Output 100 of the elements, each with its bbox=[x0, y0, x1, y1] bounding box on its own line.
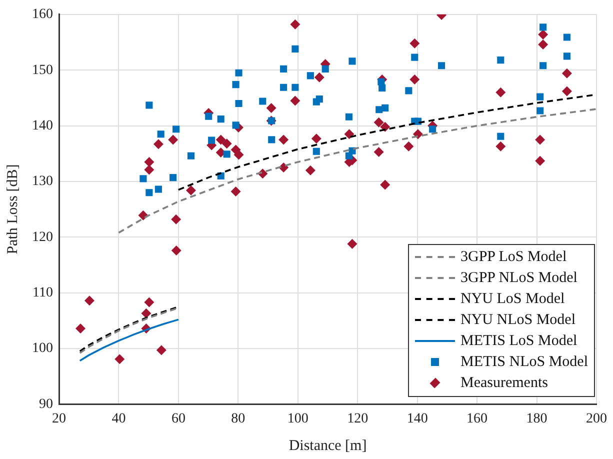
legend-label: NYU LoS Model bbox=[460, 290, 565, 307]
point bbox=[380, 122, 390, 132]
point bbox=[380, 180, 390, 190]
point bbox=[322, 65, 329, 73]
point bbox=[144, 297, 154, 308]
point bbox=[345, 113, 352, 120]
point bbox=[187, 152, 195, 160]
y-tick-label: 100 bbox=[32, 341, 53, 356]
x-tick-label: 180 bbox=[526, 411, 548, 426]
legend-label: 3GPP LoS Model bbox=[460, 248, 567, 265]
point bbox=[290, 96, 300, 106]
y-tick-label: 150 bbox=[32, 62, 53, 78]
point bbox=[290, 19, 300, 30]
point bbox=[235, 100, 242, 108]
point bbox=[382, 104, 389, 112]
point bbox=[144, 164, 154, 175]
point bbox=[141, 308, 152, 318]
point bbox=[410, 74, 420, 85]
x-axis-title: Distance [m] bbox=[288, 438, 367, 454]
point bbox=[316, 96, 323, 103]
point bbox=[314, 72, 324, 82]
point bbox=[535, 134, 546, 145]
point bbox=[538, 39, 548, 50]
point bbox=[259, 98, 266, 105]
point bbox=[311, 134, 322, 144]
point bbox=[268, 136, 276, 144]
point bbox=[146, 102, 153, 109]
point bbox=[280, 84, 288, 91]
point bbox=[292, 45, 299, 52]
point bbox=[114, 354, 125, 364]
point bbox=[230, 186, 241, 196]
legend-label: METIS NLoS Model bbox=[460, 354, 588, 370]
point bbox=[496, 141, 506, 152]
point bbox=[217, 116, 224, 123]
line-series bbox=[118, 108, 596, 234]
point bbox=[429, 126, 436, 133]
point bbox=[410, 38, 420, 48]
point bbox=[186, 185, 196, 196]
point bbox=[412, 129, 423, 140]
point bbox=[497, 56, 504, 64]
point bbox=[222, 138, 232, 149]
point bbox=[232, 122, 240, 129]
point bbox=[535, 156, 546, 166]
point bbox=[540, 24, 547, 31]
x-tick-label: 80 bbox=[231, 411, 246, 426]
point bbox=[374, 117, 384, 128]
point bbox=[344, 129, 354, 140]
y-tick-label: 160 bbox=[32, 7, 53, 22]
point bbox=[563, 34, 570, 41]
x-tick-label: 20 bbox=[52, 411, 66, 426]
y-tick-label: 140 bbox=[32, 118, 53, 134]
x-tick-label: 100 bbox=[287, 411, 308, 426]
x-tick-label: 60 bbox=[171, 411, 186, 426]
point bbox=[562, 86, 572, 96]
point bbox=[146, 189, 153, 196]
point bbox=[168, 134, 178, 145]
point bbox=[144, 156, 154, 167]
point bbox=[348, 58, 356, 65]
point bbox=[156, 345, 166, 356]
point bbox=[208, 136, 216, 144]
x-tick-label: 140 bbox=[406, 411, 428, 426]
point bbox=[411, 54, 418, 61]
point bbox=[216, 134, 226, 145]
point bbox=[374, 146, 384, 157]
point bbox=[205, 112, 212, 120]
x-tick-label: 160 bbox=[466, 411, 488, 426]
point bbox=[438, 62, 446, 70]
x-tick-label: 200 bbox=[586, 411, 607, 426]
point bbox=[536, 107, 544, 114]
point bbox=[563, 52, 570, 60]
legend-label: 3GPP NLoS Model bbox=[460, 270, 578, 286]
point bbox=[405, 87, 412, 94]
point bbox=[171, 214, 182, 224]
point bbox=[232, 81, 240, 88]
legend-label: Measurements bbox=[460, 374, 548, 391]
point bbox=[216, 148, 226, 158]
y-tick-label: 90 bbox=[39, 396, 53, 412]
point bbox=[84, 296, 94, 306]
point bbox=[234, 150, 244, 160]
point bbox=[306, 72, 314, 80]
x-tick-label: 120 bbox=[347, 411, 368, 426]
point bbox=[292, 84, 299, 91]
point bbox=[538, 29, 548, 40]
point bbox=[170, 174, 177, 182]
point bbox=[562, 68, 572, 78]
point bbox=[280, 65, 288, 73]
point bbox=[140, 175, 147, 182]
point bbox=[172, 126, 180, 133]
point bbox=[235, 69, 242, 76]
point bbox=[536, 93, 544, 100]
point bbox=[305, 165, 316, 176]
point bbox=[278, 134, 289, 145]
point bbox=[76, 323, 86, 334]
legend-label: NYU NLoS Model bbox=[460, 312, 576, 328]
y-tick-label: 110 bbox=[32, 286, 53, 300]
point bbox=[404, 141, 414, 152]
y-axis-title: Path Loss [dB] bbox=[4, 164, 21, 254]
point bbox=[497, 132, 504, 140]
y-tick-label: 130 bbox=[32, 174, 53, 190]
point bbox=[154, 186, 162, 193]
